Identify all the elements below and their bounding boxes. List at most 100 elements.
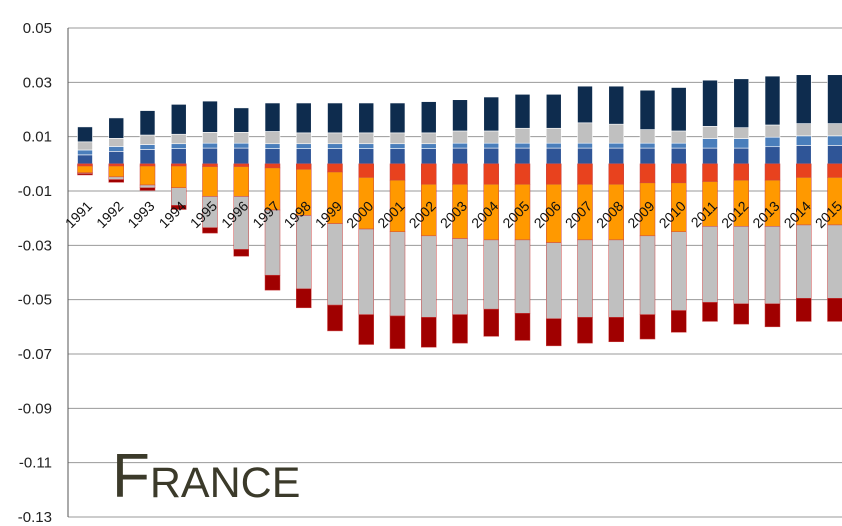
bar-segment-positive — [452, 147, 468, 165]
bar-segment-negative — [733, 303, 749, 325]
bar-segment-negative — [483, 163, 499, 185]
bar-segment-negative — [639, 314, 656, 340]
bar-segment-negative — [389, 315, 406, 349]
bar-segment-positive — [827, 123, 842, 137]
bar-segment-negative — [608, 239, 624, 318]
bar-segment-positive — [139, 110, 156, 136]
bar-segment-positive — [389, 132, 406, 145]
bar-segment-positive — [327, 132, 343, 145]
bar-segment-negative — [671, 310, 687, 333]
bar-segment-positive — [827, 135, 842, 146]
bar-segment-positive — [358, 143, 375, 149]
x-category-label: 1991 — [62, 198, 95, 231]
bar-segment-positive — [139, 134, 156, 145]
bar-segment-positive — [77, 126, 93, 143]
bar-segment-positive — [452, 142, 468, 149]
bar-segment-positive — [108, 151, 125, 165]
bar-segment-negative — [514, 239, 531, 314]
bar-segment-positive — [77, 149, 93, 156]
bar-segment-positive — [639, 142, 656, 149]
bar-segment-positive — [233, 107, 250, 133]
bar-segment-positive — [545, 93, 562, 129]
bar-segment-positive — [795, 123, 812, 137]
bar-segment-negative — [389, 163, 406, 181]
bar-segment-positive — [327, 148, 343, 165]
bar-segment-negative — [233, 163, 249, 167]
y-tick-label: -0.07 — [18, 346, 52, 363]
bar-segment-negative — [483, 239, 499, 310]
bar-segment-positive — [733, 127, 750, 139]
bar-segment-negative — [546, 163, 562, 185]
bar-segment-positive — [733, 147, 750, 165]
bar-segment-positive — [389, 102, 406, 134]
bar-segment-positive — [420, 148, 437, 165]
y-tick-label: -0.11 — [19, 455, 52, 472]
bar-segment-positive — [327, 143, 343, 149]
bar-segment-positive — [264, 102, 281, 132]
bar-segment-positive — [77, 141, 93, 151]
bar-segment-positive — [420, 132, 437, 145]
bar-segment-positive — [639, 129, 656, 144]
bar-segment-negative — [514, 313, 531, 341]
bar-segment-positive — [733, 138, 750, 149]
bar-segment-positive — [327, 102, 343, 134]
bar-segment-positive — [389, 148, 406, 165]
bar-segment-positive — [514, 147, 531, 165]
bar-segment-positive — [733, 78, 750, 129]
bar-segment-negative — [796, 163, 812, 178]
x-axis-category-labels: 1991199219931994199519961997199819992000… — [62, 198, 842, 231]
bar-segment-negative — [452, 163, 468, 185]
bar-segment-positive — [702, 126, 718, 139]
bar-segment-negative — [233, 166, 249, 197]
y-tick-label: -0.01 — [18, 183, 52, 200]
bar-segment-positive — [108, 137, 125, 147]
bar-segment-positive — [764, 146, 781, 165]
bar-segment-positive — [514, 93, 531, 129]
bar-segment-positive — [670, 87, 687, 132]
bar-segment-negative — [296, 163, 312, 170]
bar-segment-positive — [170, 133, 187, 145]
bar-segment-negative — [796, 224, 812, 299]
bar-segment-positive — [77, 154, 93, 165]
bar-segment-positive — [483, 142, 500, 149]
bar-segment-positive — [545, 127, 562, 144]
bar-segment-positive — [577, 122, 593, 144]
bar-segment-positive — [764, 75, 781, 126]
bar-segment-negative — [702, 226, 718, 303]
bar-segment-positive — [702, 79, 718, 127]
bar-segment-negative — [202, 166, 218, 197]
bar-segment-positive — [702, 138, 718, 149]
bar-segment-positive — [577, 147, 593, 165]
bar-segment-positive — [139, 149, 156, 165]
bar-segment-negative — [452, 314, 468, 344]
bar-segment-negative — [139, 184, 156, 188]
bar-segment-positive — [420, 143, 437, 149]
bar-segment-positive — [795, 74, 812, 124]
bar-segment-positive — [795, 145, 812, 165]
bar-segment-positive — [202, 142, 218, 149]
y-tick-label: 0.01 — [23, 129, 52, 146]
bar-segment-positive — [389, 143, 406, 149]
country-title: France — [112, 442, 300, 511]
bar-segment-negative — [639, 235, 656, 315]
bar-segment-negative — [327, 163, 343, 173]
bar-segment-negative — [546, 318, 562, 347]
bar-segment-positive — [545, 147, 562, 165]
bar-segment-negative — [171, 163, 187, 167]
bar-segment-negative — [421, 163, 437, 185]
bar-segment-positive — [577, 142, 593, 149]
bar-segment-positive — [264, 143, 281, 149]
bar-segment-positive — [233, 142, 250, 149]
bar-segment-negative — [327, 304, 343, 332]
bar-segment-negative — [452, 238, 468, 315]
bar-segment-positive — [420, 101, 437, 134]
bar-segment-positive — [108, 117, 125, 139]
bar-segment-negative — [702, 302, 718, 322]
bar-segment-negative — [671, 231, 687, 311]
bar-segment-positive — [170, 104, 187, 135]
y-tick-label: -0.05 — [18, 292, 52, 309]
bar-segment-positive — [108, 146, 125, 152]
bar-segment-negative — [108, 179, 124, 183]
bar-segment-positive — [670, 130, 687, 144]
